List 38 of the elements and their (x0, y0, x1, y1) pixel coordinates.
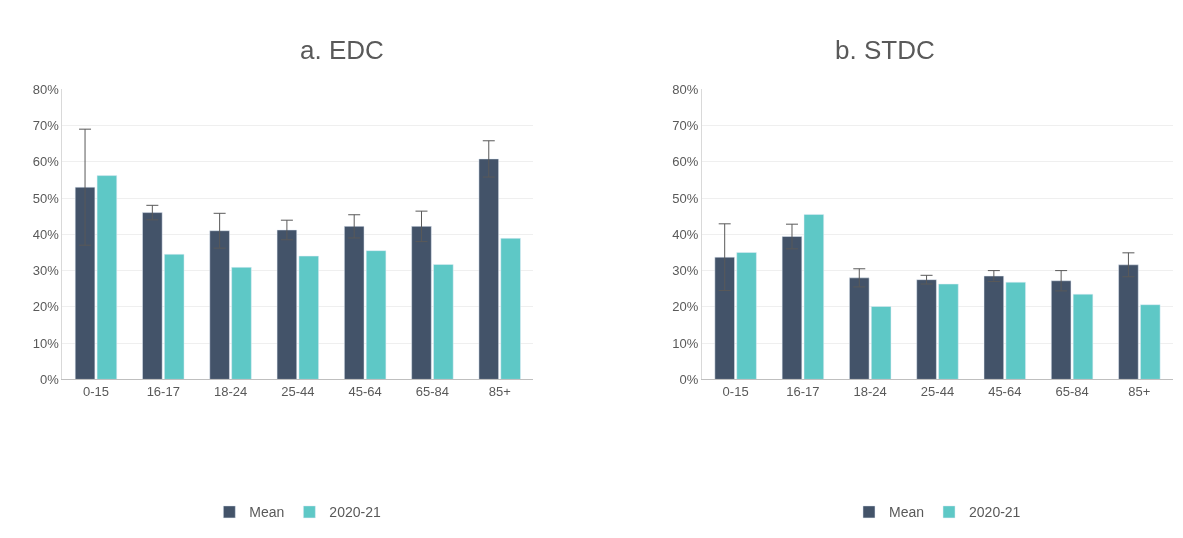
y-tick-label: 20% (32, 299, 60, 315)
y-tick-label: 40% (672, 226, 699, 242)
y-tick-label: 60% (672, 154, 699, 170)
x-tick-label: 16-17 (786, 383, 820, 399)
legend-label: 2020-21 (969, 504, 1021, 521)
y-tick-label: 20% (672, 299, 699, 315)
y-tick-label: 0% (39, 371, 60, 387)
legend-label: Mean (249, 504, 285, 521)
x-tick-label: 25-44 (281, 383, 315, 399)
y-tick-label: 40% (32, 226, 60, 242)
y-tick-label: 70% (672, 118, 699, 134)
legend-label: Mean (888, 504, 925, 521)
y-tick-label: 60% (32, 154, 60, 170)
y-tick-label: 70% (32, 118, 60, 134)
x-tick-label: 18-24 (213, 383, 248, 399)
x-tick-label: 65-84 (415, 383, 450, 399)
x-tick-label: 85+ (488, 383, 511, 399)
y-tick-label: 30% (32, 263, 60, 279)
y-tick-label: 50% (672, 190, 699, 206)
x-tick-label: 25-44 (920, 383, 955, 399)
x-tick-label: 0-15 (82, 383, 109, 399)
x-tick-label: 85+ (1128, 383, 1151, 399)
chart-title: b. STDC (835, 35, 935, 65)
x-tick-label: 45-64 (348, 383, 382, 399)
y-tick-label: 30% (672, 263, 699, 279)
x-tick-label: 0-15 (722, 383, 749, 399)
x-tick-label: 18-24 (853, 383, 887, 399)
y-tick-label: 0% (679, 371, 699, 387)
x-tick-label: 65-84 (1055, 383, 1089, 399)
y-tick-label: 80% (32, 81, 60, 97)
y-tick-label: 80% (672, 81, 699, 97)
y-tick-label: 50% (32, 190, 60, 206)
x-tick-label: 45-64 (988, 383, 1022, 399)
chart-title: a. EDC (300, 35, 384, 65)
legend-label: 2020-21 (329, 504, 381, 521)
y-tick-label: 10% (32, 335, 60, 351)
x-tick-label: 16-17 (146, 383, 180, 399)
y-tick-label: 10% (672, 335, 699, 351)
